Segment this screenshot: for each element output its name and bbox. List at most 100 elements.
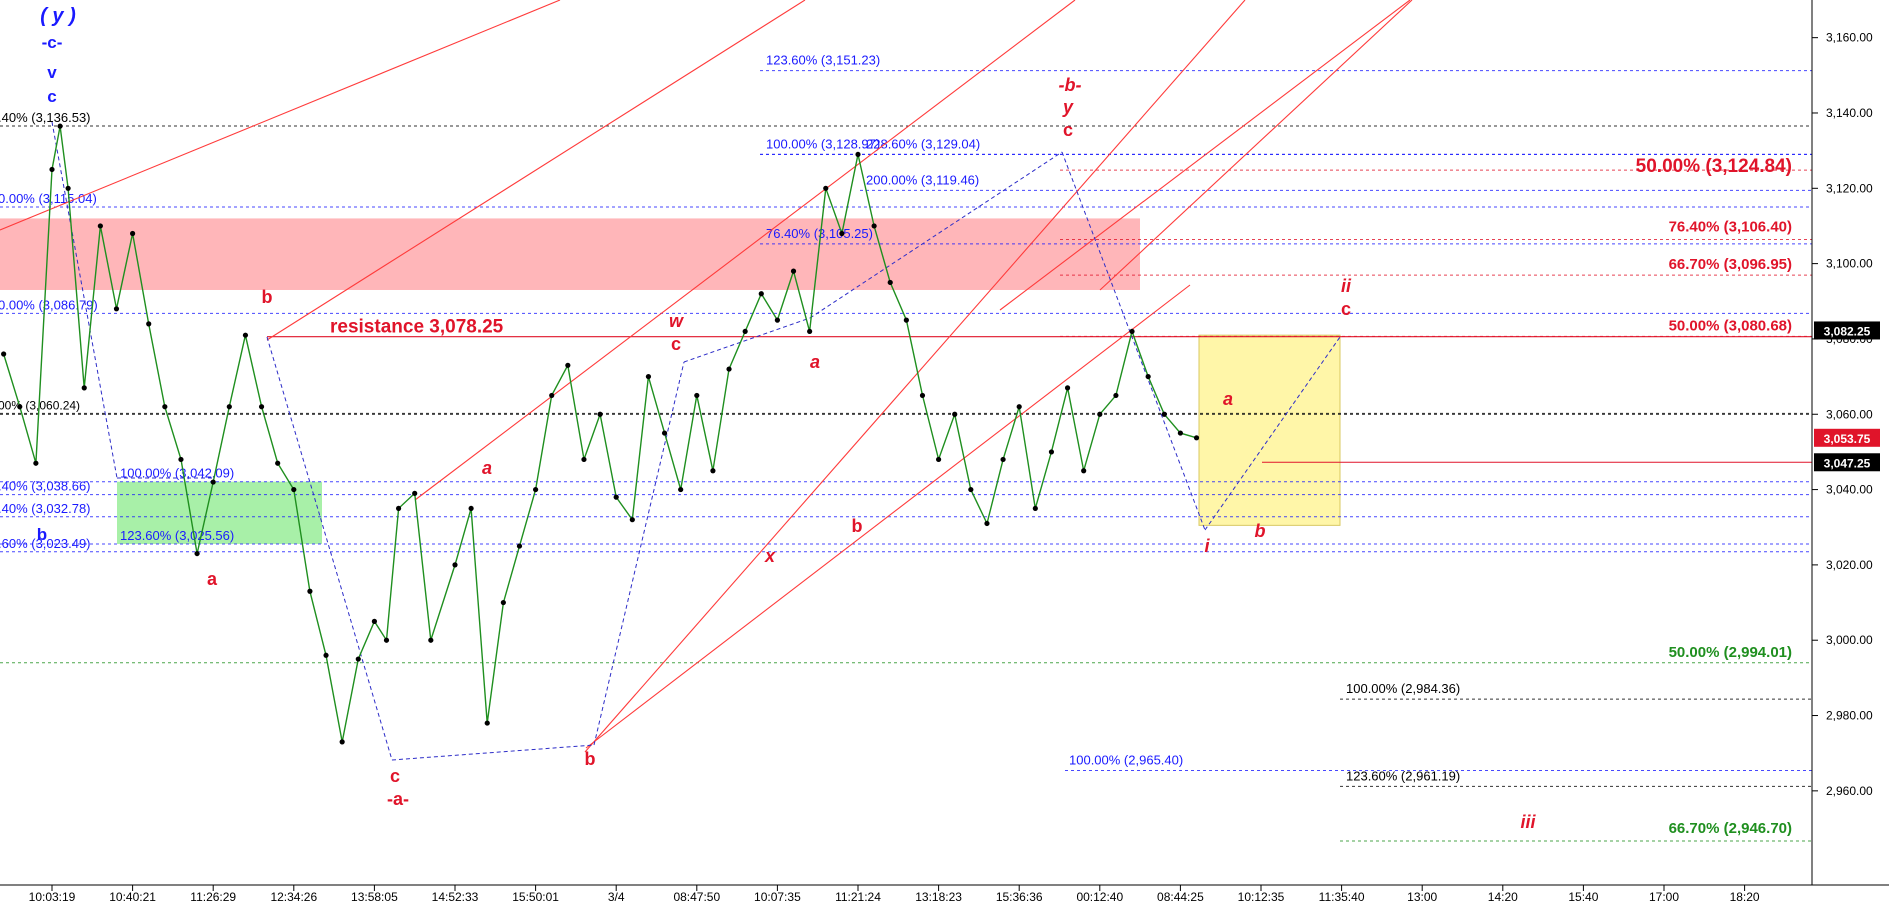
- wave-label: b: [262, 287, 273, 307]
- price-point: [597, 411, 603, 417]
- x-tick-label: 18:20: [1730, 890, 1760, 904]
- wave-connector: [683, 317, 811, 363]
- price-point: [291, 486, 297, 493]
- price-point: [275, 460, 281, 466]
- fib-level-label: 100.00% (2,984.36): [1346, 681, 1460, 696]
- fib-level-label: 66.70% (2,946.70): [1669, 820, 1792, 837]
- wave-label: ii: [1341, 276, 1352, 296]
- y-tick-label: 3,000.00: [1826, 633, 1873, 647]
- price-point: [452, 562, 458, 568]
- price-point: [371, 618, 377, 624]
- x-tick-label: 17:00: [1649, 890, 1679, 904]
- price-point: [355, 656, 361, 662]
- x-tick-label: 08:47:50: [673, 890, 720, 904]
- fib-level-label: 123.60% (2,961.19): [1346, 768, 1460, 783]
- fib-level-label: 100.00% (3,042.09): [120, 466, 234, 481]
- wave-label: c: [671, 334, 681, 354]
- x-tick-label: 13:18:23: [915, 890, 962, 904]
- price-point: [1, 351, 7, 357]
- wave-label: c: [1341, 299, 1351, 319]
- price-point: [146, 321, 152, 327]
- wave-label: ( y ): [40, 5, 76, 27]
- price-point: [1193, 435, 1200, 441]
- channel-line: [584, 0, 1246, 753]
- price-point: [307, 588, 313, 594]
- wave-connector: [809, 151, 1063, 319]
- price-point: [710, 468, 716, 474]
- price-point: [1161, 411, 1167, 417]
- price-point: [613, 494, 619, 500]
- price-point: [903, 317, 909, 323]
- y-tick-label: 3,060.00: [1826, 407, 1873, 421]
- wave-label: a: [207, 569, 218, 589]
- channel-line: [585, 284, 1191, 749]
- price-point: [871, 223, 877, 229]
- price-badge: [1814, 428, 1880, 447]
- wave-label: w: [669, 311, 684, 331]
- wave-label: c: [1063, 120, 1073, 140]
- price-point: [581, 456, 587, 463]
- price-point: [533, 486, 539, 493]
- fib-level-label: 50.00% (3,080.68): [1669, 317, 1792, 334]
- x-tick-label: 10:03:19: [29, 890, 76, 904]
- fib-level-label: 0.00% (3,086.79): [0, 297, 98, 312]
- price-point: [758, 291, 764, 297]
- x-tick-label: 14:20: [1488, 890, 1518, 904]
- x-tick-label: 13:58:05: [351, 890, 398, 904]
- channel-line: [999, 0, 1411, 311]
- price-point: [130, 230, 136, 237]
- fib-level-label: 76.40% (3,106.40): [1669, 219, 1792, 236]
- price-point: [694, 392, 700, 399]
- price-point: [661, 430, 668, 436]
- wave-label: c: [47, 87, 56, 106]
- price-point: [516, 543, 523, 549]
- wave-label: a: [482, 458, 492, 478]
- price-point: [33, 460, 39, 466]
- price-point: [549, 392, 555, 399]
- price-point: [1048, 449, 1055, 455]
- wave-label: a: [810, 352, 820, 372]
- x-tick-label: 00:12:40: [1076, 890, 1123, 904]
- fib-level-label: 100.00% (2,965.40): [1069, 753, 1183, 768]
- price-point: [790, 268, 797, 274]
- fib-level-label: 228.60% (3,129.04): [866, 136, 980, 151]
- fib-level-label: 76.40% (3,105.25): [766, 226, 873, 241]
- price-badge-label: 3,082.25: [1824, 324, 1871, 338]
- price-point: [774, 317, 781, 323]
- price-point: [952, 411, 958, 417]
- price-point: [1145, 373, 1151, 380]
- price-point: [565, 362, 571, 368]
- price-point: [1129, 328, 1135, 335]
- fib-level-label: .40% (3,038.66): [0, 479, 91, 494]
- channel-line: [266, 0, 806, 341]
- price-point: [81, 385, 87, 391]
- x-tick-label: 10:12:35: [1238, 890, 1285, 904]
- price-point: [984, 520, 990, 527]
- wave-label: b: [852, 516, 863, 536]
- channel-line: [414, 0, 1076, 501]
- price-point: [194, 550, 200, 557]
- y-tick-label: 3,160.00: [1826, 31, 1873, 45]
- price-point: [484, 720, 490, 726]
- x-tick-label: 12:34:26: [270, 890, 317, 904]
- price-point: [629, 517, 635, 523]
- channel-line: [1099, 0, 1413, 291]
- price-point: [1000, 456, 1006, 463]
- price-badge: [1814, 453, 1880, 472]
- fib-level-label: 0.00% (3,115.04): [0, 191, 97, 206]
- x-tick-label: 3/4: [608, 890, 625, 904]
- price-point: [242, 332, 249, 338]
- y-tick-label: 3,040.00: [1826, 483, 1873, 497]
- price-point: [742, 328, 748, 335]
- resistance-label: resistance 3,078.25: [330, 317, 504, 338]
- price-point: [1032, 505, 1038, 512]
- price-point: [113, 306, 120, 312]
- wave-label: c: [390, 766, 400, 786]
- price-badge-label: 3,047.25: [1824, 456, 1871, 470]
- x-tick-label: 10:07:35: [754, 890, 801, 904]
- fib-level-label: 50.00% (2,994.01): [1669, 644, 1792, 661]
- price-point: [823, 185, 829, 191]
- fib-level-label: 100.00% (3,128.97): [766, 137, 880, 152]
